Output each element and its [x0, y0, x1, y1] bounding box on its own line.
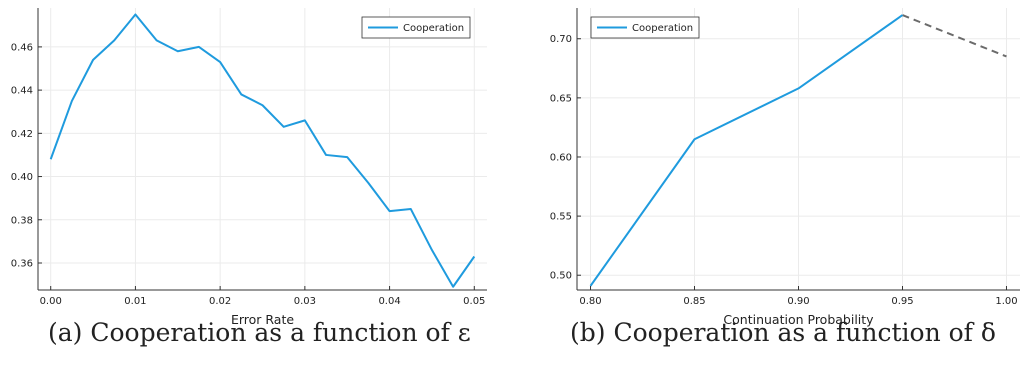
dashed-extension-line	[902, 14, 1007, 58]
y-tick-label: 0.42	[11, 129, 33, 140]
x-tick-label: 0.85	[683, 296, 705, 307]
y-tick-label: 0.65	[550, 93, 572, 104]
legend-box	[361, 16, 471, 39]
x-tick-label: 0.02	[209, 296, 231, 307]
x-tick-label: 0.04	[378, 296, 400, 307]
panel-b: 0.80 0.85 0.90 0.95 1.00 0.50 0.55 0.60 0.65 0.70…	[550, 8, 1020, 327]
y-tick-label: 0.55	[550, 212, 572, 223]
legend: Cooperation	[361, 16, 471, 39]
y-tick-label: 0.40	[11, 172, 33, 183]
caption-a: (a) Cooperation as a function of ε	[48, 318, 471, 347]
x-tick-label: 0.90	[787, 296, 809, 307]
y-tick-label: 0.70	[550, 34, 572, 45]
y-tick-label: 0.60	[550, 152, 572, 163]
x-tick-label: 0.03	[294, 296, 316, 307]
y-tick-label: 0.36	[11, 258, 33, 269]
y-tick-label: 0.46	[11, 42, 33, 53]
series-line-0	[589, 14, 904, 287]
x-tick-label: 0.01	[124, 296, 146, 307]
x-tick-label: 0.80	[579, 296, 601, 307]
x-tick-label: 0.00	[40, 296, 62, 307]
x-axis-label: Error Rate	[231, 312, 294, 327]
legend-box	[590, 16, 700, 39]
caption-b: (b) Cooperation as a function of δ	[570, 318, 996, 347]
y-tick-label: 0.50	[550, 271, 572, 282]
legend-label: Cooperation	[403, 23, 464, 34]
y-tick-label: 0.44	[11, 86, 33, 97]
y-tick-label: 0.38	[11, 215, 33, 226]
x-axis-label: Continuation Probability	[723, 312, 874, 327]
x-tick-label: 1.00	[995, 296, 1017, 307]
panel-a: 0.00 0.01 0.02 0.03 0.04 0.05 0.36 0.38 0.40 0.42…	[11, 8, 487, 327]
legend-label: Cooperation	[632, 23, 693, 34]
x-tick-label: 0.05	[463, 296, 485, 307]
legend: Cooperation	[590, 16, 700, 39]
series-line-0	[49, 13, 476, 288]
x-tick-label: 0.95	[891, 296, 913, 307]
